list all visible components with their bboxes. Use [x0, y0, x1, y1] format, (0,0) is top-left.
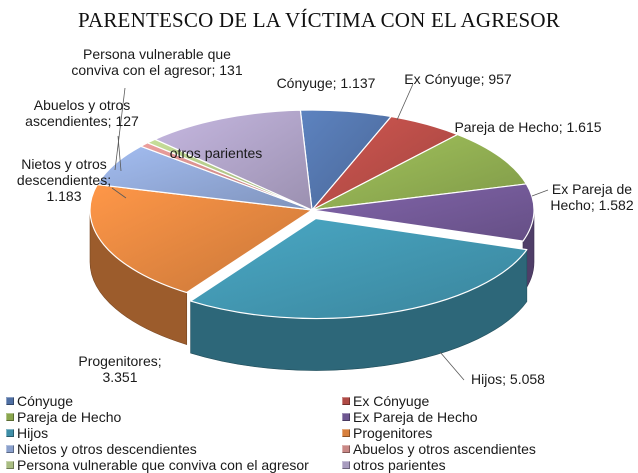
- legend-item: Pareja de Hecho: [6, 409, 121, 425]
- data-label-otros-parientes: otros parientes: [170, 145, 263, 161]
- data-label-progenitores: 3.351: [102, 369, 137, 385]
- legend-label: Pareja de Hecho: [17, 409, 122, 425]
- data-label-abuelos-y-otros-ascendientes: ascendientes; 127: [25, 113, 139, 129]
- legend-label: Ex Pareja de Hecho: [353, 409, 478, 425]
- legend-swatch: [6, 445, 14, 453]
- pie-slice-progenitores: [89, 183, 313, 294]
- pie-slice-hijos: [189, 217, 528, 320]
- legend-swatch: [6, 461, 14, 469]
- legend-swatch: [342, 429, 350, 437]
- legend-swatch: [342, 461, 350, 469]
- data-label-ex-pareja-de-hecho: Hecho; 1.582: [550, 197, 633, 213]
- legend-swatch: [342, 445, 350, 453]
- leader-line: [439, 351, 465, 381]
- chart-title: PARENTESCO DE LA VÍCTIMA CON EL AGRESOR: [78, 8, 560, 32]
- legend-swatch: [6, 397, 14, 405]
- legend-item: Ex Pareja de Hecho: [342, 409, 478, 425]
- data-label-nietos-y-otros-descendientes: Nietos y otros: [21, 156, 107, 172]
- legend-label: Nietos y otros descendientes: [17, 441, 197, 457]
- data-label-ex-cónyuge: Ex Cónyuge; 957: [404, 71, 512, 87]
- data-label-nietos-y-otros-descendientes: 1.183: [46, 188, 81, 204]
- pie-slice-otros-parientes: [154, 109, 313, 211]
- leader-line: [111, 187, 127, 199]
- legend-label: Hijos: [17, 425, 49, 441]
- legend-swatch: [6, 429, 14, 437]
- legend-item: Cónyuge: [6, 393, 73, 409]
- pie-slice-ex-pareja-de-hecho: [311, 183, 535, 242]
- legend-swatch: [6, 413, 14, 421]
- leader-line: [396, 83, 414, 121]
- legend-item: Progenitores: [342, 425, 432, 441]
- legend-item: Abuelos y otros ascendientes: [342, 441, 536, 457]
- data-label-cónyuge: Cónyuge; 1.137: [277, 75, 376, 91]
- legend-label: otros parientes: [353, 457, 446, 473]
- pie-chart: Cónyuge; 1.137 Ex Cónyuge; 957 Pareja de H…: [17, 46, 634, 387]
- data-label-hijos: Hijos; 5.058: [471, 371, 545, 387]
- legend-item: Hijos: [6, 425, 48, 441]
- legend-label: Abuelos y otros ascendientes: [353, 441, 536, 457]
- data-label-ex-pareja-de-hecho: Ex Pareja de: [552, 181, 632, 197]
- legend-item: otros parientes: [342, 457, 446, 473]
- legend: Cónyuge Ex Cónyuge Pareja de Hecho Ex Parej…: [0, 393, 638, 473]
- legend-swatch: [342, 397, 350, 405]
- legend-item: Nietos y otros descendientes: [6, 441, 197, 457]
- data-label-nietos-y-otros-descendientes: descendientes;: [17, 172, 111, 188]
- data-label-pareja-de-hecho: Pareja de Hecho; 1.615: [454, 119, 601, 135]
- leader-line: [114, 87, 126, 171]
- leader-line: [531, 189, 549, 197]
- legend-label: Ex Cónyuge: [353, 393, 430, 409]
- legend-label: Cónyuge: [17, 393, 74, 409]
- data-label-progenitores: Progenitores;: [78, 353, 161, 369]
- data-label-abuelos-y-otros-ascendientes: Abuelos y otros: [34, 97, 131, 113]
- legend-label: Progenitores: [353, 425, 433, 441]
- legend-item: Ex Cónyuge: [342, 393, 429, 409]
- legend-item: Persona vulnerable que conviva con el ag…: [6, 457, 309, 473]
- data-label-persona-vulnerable-que-conviva-con-el-agresor: Persona vulnerable que: [83, 46, 231, 62]
- legend-label: Persona vulnerable que conviva con el ag…: [17, 457, 309, 473]
- pie-slice-pareja-de-hecho: [311, 133, 527, 211]
- data-label-persona-vulnerable-que-conviva-con-el-agresor: conviva con el agresor; 131: [71, 62, 242, 78]
- legend-swatch: [342, 413, 350, 421]
